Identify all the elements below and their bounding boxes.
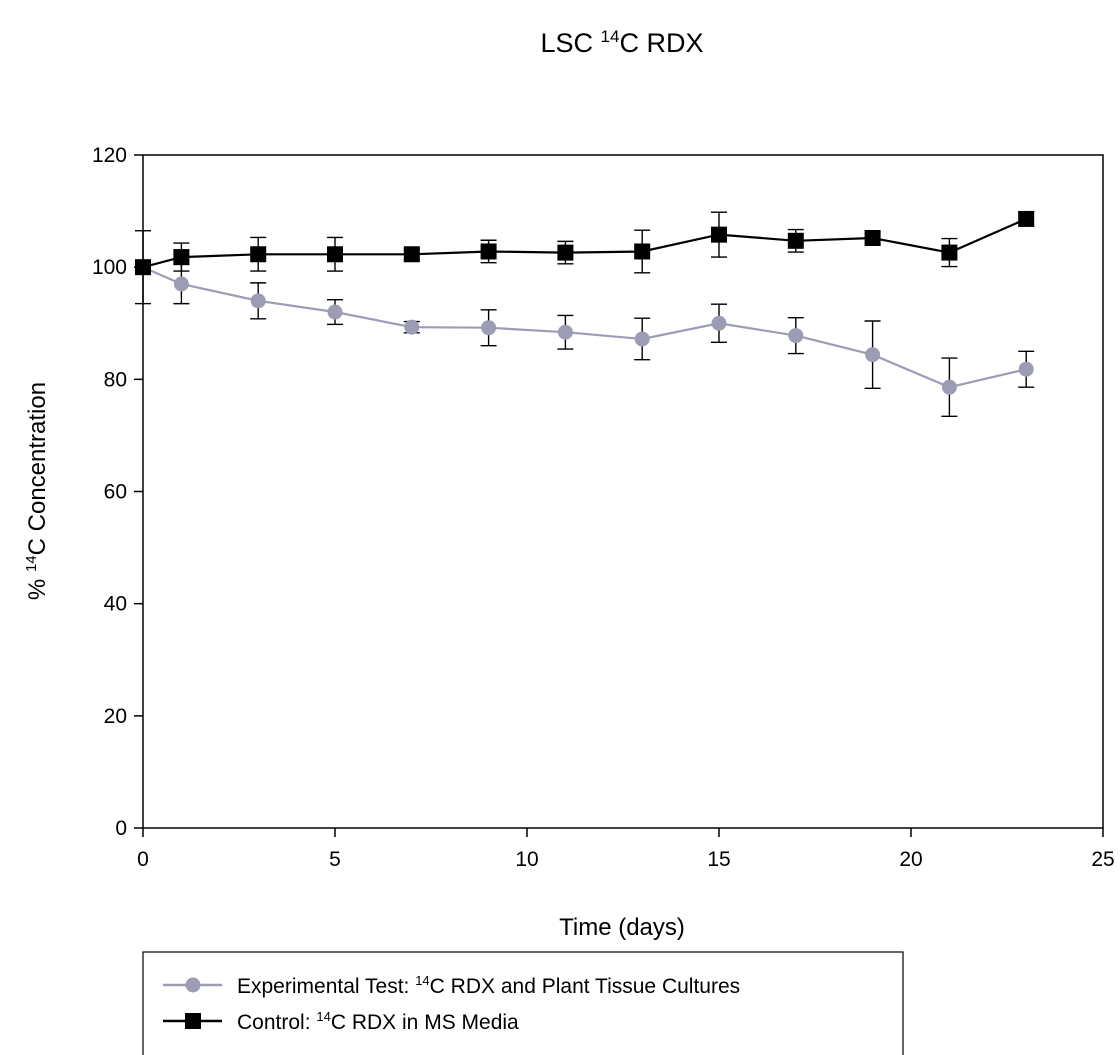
x-axis: 0 5 10 15 20 25	[137, 828, 1115, 871]
data-point-control	[480, 243, 497, 260]
x-tick-label: 10	[515, 848, 538, 871]
y-tick-label: 20	[104, 705, 127, 728]
data-point-experimental	[865, 347, 881, 363]
data-point-control	[135, 259, 151, 276]
y-tick-label: 0	[115, 817, 127, 840]
x-tick-label: 20	[899, 848, 922, 871]
data-point-control	[787, 232, 804, 249]
x-tick-label: 25	[1091, 848, 1114, 871]
data-point-control	[711, 226, 727, 243]
data-point-control	[403, 246, 420, 263]
chart-title: LSC 14C RDX	[541, 27, 704, 58]
series-experimental	[135, 259, 1035, 418]
y-tick-label: 80	[104, 368, 127, 391]
y-tick-label: 40	[104, 593, 127, 616]
legend: Experimental Test: 14C RDX and Plant Tis…	[142, 951, 904, 1055]
y-tick-label: 120	[92, 144, 127, 167]
data-point-experimental	[250, 293, 266, 309]
x-tick-label: 5	[329, 848, 341, 871]
x-tick-label: 0	[137, 848, 149, 871]
y-axis: 0 20 40 60 80 100 120	[92, 144, 143, 840]
plot-area	[142, 154, 1104, 829]
data-point-experimental	[173, 276, 189, 292]
series-line-experimental	[142, 266, 1027, 389]
data-point-experimental	[941, 379, 957, 395]
legend-label-control: Control: 14C RDX in MS Media	[237, 1009, 519, 1034]
data-point-experimental	[711, 315, 727, 331]
series-control	[135, 210, 1035, 305]
data-point-experimental	[404, 319, 420, 335]
series-layer	[135, 210, 1035, 418]
data-point-experimental	[557, 324, 573, 340]
data-point-experimental	[481, 320, 497, 336]
data-point-control	[557, 244, 574, 261]
data-point-control	[941, 244, 958, 261]
data-point-control	[250, 246, 267, 263]
y-tick-label: 60	[104, 481, 127, 504]
legend-label-experimental: Experimental Test: 14C RDX and Plant Tis…	[237, 973, 740, 998]
data-point-control	[864, 230, 881, 247]
series-line-control	[142, 217, 1027, 269]
x-tick-label: 15	[707, 848, 730, 871]
plot-border	[142, 154, 1104, 829]
data-point-experimental	[1018, 361, 1034, 377]
data-point-control	[173, 249, 190, 266]
y-tick-label: 100	[92, 256, 127, 279]
data-point-experimental	[788, 328, 804, 344]
data-point-experimental	[327, 304, 343, 320]
data-point-control	[634, 243, 651, 260]
data-point-control	[327, 246, 343, 263]
legend-marker-experimental	[185, 977, 201, 993]
legend-marker-control	[185, 1013, 201, 1029]
data-point-control	[1018, 210, 1035, 227]
y-axis-label: % 14C Concentration	[23, 382, 51, 600]
data-point-experimental	[634, 331, 650, 347]
legend-box	[142, 951, 904, 1055]
x-axis-label: Time (days)	[559, 914, 685, 941]
